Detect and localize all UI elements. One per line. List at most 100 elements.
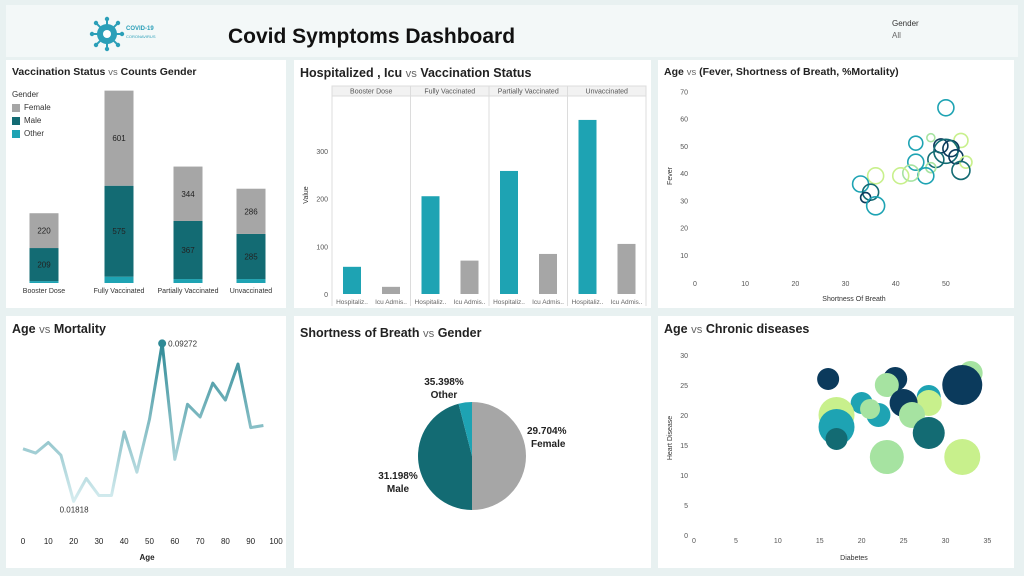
legend-swatch xyxy=(12,116,20,125)
data-label: 575 xyxy=(112,227,126,236)
data-point xyxy=(865,195,886,216)
y-tick-label: 10 xyxy=(680,473,688,480)
gender-legend: Gender Female Male Other xyxy=(12,90,51,142)
data-point xyxy=(906,153,925,172)
title-vs: vs xyxy=(39,324,51,336)
y-tick-label: 5 xyxy=(684,503,688,510)
title-part-b: Mortality xyxy=(53,322,106,336)
stacked-bar-chart: 209 220 Booster Dose 575 601 Fully Vaccinated… xyxy=(23,90,273,295)
x-tick-label: 30 xyxy=(942,538,950,545)
x-tick-label: Icu Admis.. xyxy=(532,299,564,306)
slice-pct-label: 35.398% xyxy=(424,377,464,388)
gender-filter[interactable]: Gender All xyxy=(892,19,919,40)
bar-segment-male xyxy=(29,248,59,282)
x-axis-label: Shortness Of Breath xyxy=(822,296,886,303)
x-tick-label: 90 xyxy=(246,537,255,546)
bar-segment-female xyxy=(104,90,134,186)
title-part-b: Vaccination Status xyxy=(420,66,532,80)
bar-icu xyxy=(460,260,479,294)
hospitalized-icu-panel: Hospitalized , Icu vs Vaccination Status… xyxy=(294,60,651,308)
legend-item-female[interactable]: Female xyxy=(12,103,51,112)
x-tick-label: 40 xyxy=(120,537,129,546)
breath-gender-panel: Shortness of Breath vs Gender 29.704% Fem… xyxy=(294,316,651,568)
title-vs: vs xyxy=(686,67,697,78)
y-tick-label: 60 xyxy=(680,117,688,124)
title-vs: vs xyxy=(405,68,417,80)
x-tick-label: 40 xyxy=(892,281,900,288)
bar-segment-female xyxy=(236,188,266,234)
min-data-label: 0.01818 xyxy=(60,505,89,514)
title-part-b: Gender xyxy=(437,326,482,340)
data-label: 367 xyxy=(181,246,195,255)
panel-title: Hospitalized , Icu vs Vaccination Status xyxy=(300,66,531,80)
x-tick-label: Hospitaliz.. xyxy=(493,299,525,306)
bar-hospitalized xyxy=(343,266,361,294)
x-tick-label: 50 xyxy=(942,281,950,288)
max-data-label: 0.09272 xyxy=(168,339,197,348)
legend-item-other[interactable]: Other xyxy=(12,129,51,138)
data-label: 220 xyxy=(37,227,51,236)
x-tick-label: 20 xyxy=(791,281,799,288)
data-point xyxy=(907,135,924,151)
legend-title: Gender xyxy=(12,90,39,99)
x-tick-label: 70 xyxy=(196,537,205,546)
x-axis-label: Age xyxy=(139,553,155,562)
bar-segment-male xyxy=(104,185,134,277)
data-point xyxy=(937,98,955,117)
x-tick-label: 20 xyxy=(69,537,78,546)
bar-icu xyxy=(617,243,636,294)
panel-header-label: Unvaccinated xyxy=(586,89,629,96)
title-part-a: Age xyxy=(12,322,36,336)
chronic-diseases-panel: Age vs Chronic diseases 0 5 10 15 20 25 30 0 5 10… xyxy=(658,316,1014,568)
panel-title: Shortness of Breath vs Gender xyxy=(300,326,481,340)
gender-filter-value[interactable]: All xyxy=(892,31,901,40)
bar-segment-female xyxy=(29,213,59,249)
panel-title: Age vs (Fever, Shortness of Breath, %Mor… xyxy=(664,66,899,78)
x-tick-label: 35 xyxy=(984,538,992,545)
bubble-scatter-chart: 0 5 10 15 20 25 30 0 5 10 15 20 25 30 35 Diabetes Heart … xyxy=(667,353,992,562)
x-tick-label: 60 xyxy=(170,537,179,546)
data-label: 286 xyxy=(244,207,258,216)
data-point xyxy=(951,160,971,181)
slice-pct-label: 29.704% xyxy=(527,426,567,437)
x-tick-label: Hospitaliz.. xyxy=(336,299,368,306)
x-tick-label: 30 xyxy=(842,281,850,288)
slice-name-label: Female xyxy=(531,439,566,450)
slice-name-label: Male xyxy=(387,484,410,495)
line-chart: 0.01818 0.09272 0 10 20 30 40 50 60 70 80 90 100 Age xyxy=(21,339,283,562)
pie-slice-other xyxy=(458,402,472,456)
x-tick-label: 25 xyxy=(900,538,908,545)
bubble-scatter-chart: 10 20 30 40 50 60 70 0 10 20 30 40 50 Shortness Of Br… xyxy=(667,89,973,303)
x-axis-label: Diabetes xyxy=(840,555,868,562)
x-tick-label: Icu Admis.. xyxy=(454,299,486,306)
panel-header-label: Fully Vaccinated xyxy=(424,89,475,96)
bar-segment-female xyxy=(173,166,203,221)
panel-header-label: Partially Vaccinated xyxy=(498,89,559,96)
y-tick-label: 200 xyxy=(316,197,328,204)
pie-slice-female xyxy=(472,402,526,510)
logo-text: COVID-19 CORONAVIRUS xyxy=(126,26,155,40)
y-tick-label: 20 xyxy=(680,413,688,420)
x-tick-label: 30 xyxy=(94,537,103,546)
y-tick-label: 30 xyxy=(680,198,688,205)
fever-breath-panel: Age vs (Fever, Shortness of Breath, %Mor… xyxy=(658,60,1014,308)
data-point xyxy=(944,439,981,475)
title-vs: vs xyxy=(108,67,118,78)
vaccination-gender-panel: Vaccination Status vs Counts Gender Gend… xyxy=(6,60,286,308)
y-tick-label: 100 xyxy=(316,244,328,251)
data-point xyxy=(874,373,899,397)
title-vs: vs xyxy=(691,324,703,336)
y-tick-label: 40 xyxy=(680,171,688,178)
mortality-line xyxy=(22,341,264,503)
bar-hospitalized xyxy=(421,196,440,294)
y-tick-label: 300 xyxy=(316,149,328,156)
y-axis-label: Heart Disease xyxy=(667,416,674,460)
title-part-a: Age xyxy=(664,66,684,78)
legend-item-male[interactable]: Male xyxy=(12,116,51,125)
page-title: Covid Symptoms Dashboard xyxy=(228,25,516,48)
x-tick-label: Unvaccinated xyxy=(230,288,273,295)
x-tick-label: Icu Admis.. xyxy=(375,299,407,306)
virus-icon xyxy=(89,16,125,52)
pie-chart: 29.704% Female 31.198% Male 35.398% Other xyxy=(378,377,567,510)
y-tick-label: 0 xyxy=(324,292,328,299)
